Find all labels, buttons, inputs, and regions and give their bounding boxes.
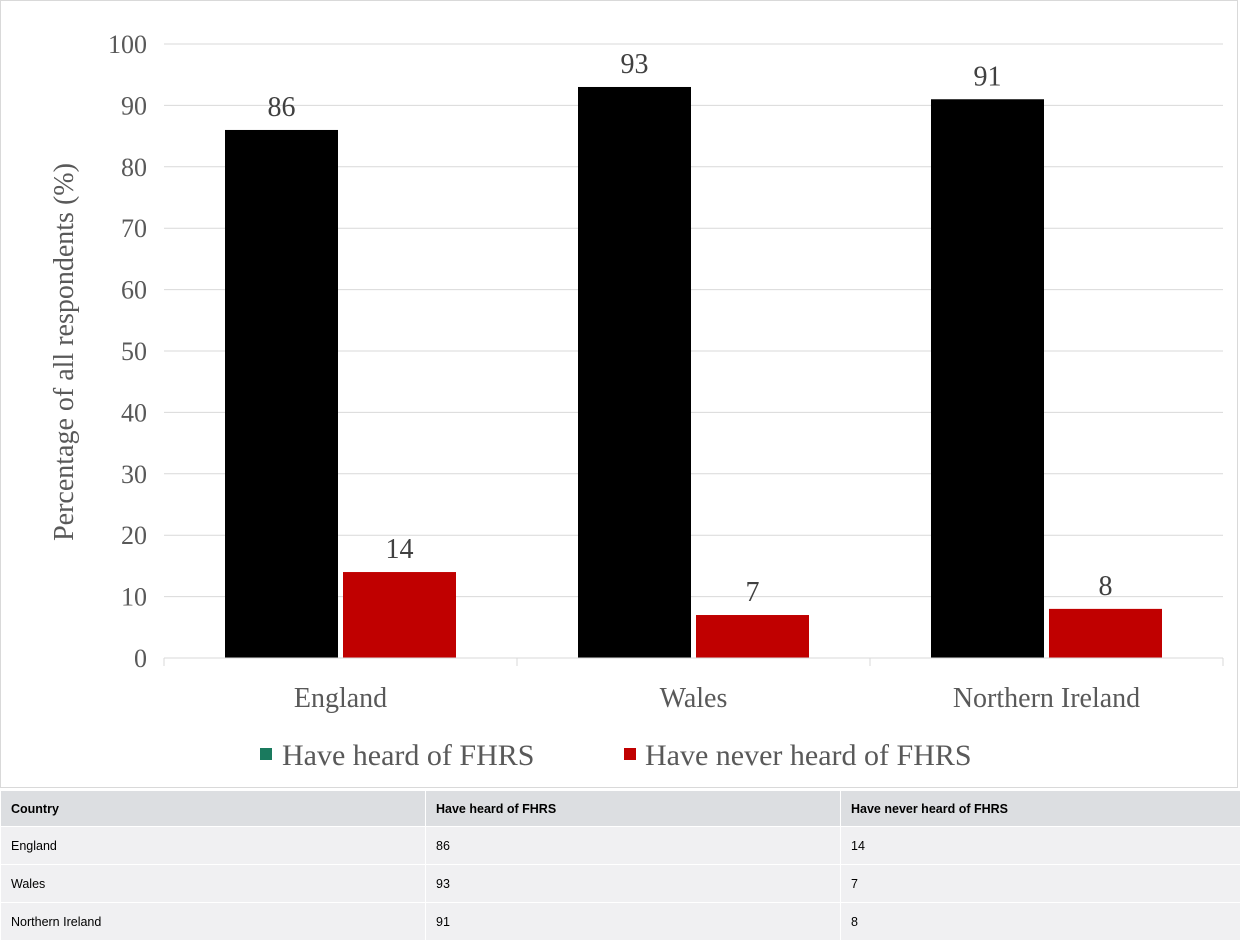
y-tick-label: 60 [121,276,147,305]
y-axis-ticks: 0 10 20 30 40 50 60 70 80 90 100 [108,30,147,673]
bar-never-heard [696,615,809,658]
bar-heard [578,86,691,659]
table-row: Wales 93 7 [0,864,1240,903]
table-cell-never-heard: 14 [840,826,1240,865]
bar-chart: 0 10 20 30 40 50 60 70 80 90 100 86 93 91 14 7 8 Englan… [49,30,1224,772]
y-tick-label: 70 [121,214,147,243]
legend-swatch [260,748,272,760]
data-table: Country Have heard of FHRS Have never he… [0,790,1240,941]
table-cell-never-heard: 8 [840,902,1240,941]
x-category-label: England [294,683,387,714]
table-cell-country: Northern Ireland [0,902,426,941]
bars [225,86,1162,659]
legend-label: Have never heard of FHRS [645,739,972,772]
table-cell-heard: 91 [425,902,841,941]
legend-swatch [624,748,636,760]
gridlines [164,43,1223,598]
x-category-label: Wales [660,683,728,714]
table-header-row: Country Have heard of FHRS Have never he… [0,790,1240,827]
x-axis: England Wales Northern Ireland [163,657,1224,714]
table-row: Northern Ireland 91 8 [0,902,1240,941]
y-tick-label: 40 [121,398,147,427]
bar-never-heard [1049,608,1162,658]
table-cell-heard: 93 [425,864,841,903]
bar-heard [931,99,1044,658]
legend-label: Have heard of FHRS [282,739,534,772]
y-tick-label: 80 [121,153,147,182]
y-tick-label: 90 [121,91,147,120]
y-axis-title: Percentage of all respondents (%) [49,163,80,541]
table-row: England 86 14 [0,826,1240,865]
bar-heard [225,129,338,658]
table-cell-country: Wales [0,864,426,903]
data-label: 86 [268,92,296,123]
table-header-never-heard: Have never heard of FHRS [840,790,1240,827]
data-label: 8 [1099,571,1113,602]
table-cell-heard: 86 [425,826,841,865]
table-cell-never-heard: 7 [840,864,1240,903]
legend: Have heard of FHRS Have never heard of FH… [260,739,972,772]
data-label: 7 [746,577,760,608]
y-tick-label: 20 [121,521,147,550]
y-tick-label: 30 [121,460,147,489]
y-tick-label: 0 [134,644,147,673]
data-label: 93 [621,49,649,80]
data-label: 91 [974,61,1002,92]
chart-frame: 0 10 20 30 40 50 60 70 80 90 100 86 93 91 14 7 8 Englan… [0,0,1238,788]
data-label: 14 [386,534,414,565]
x-category-label: Northern Ireland [953,683,1140,714]
data-labels: 86 93 91 14 7 8 [268,49,1113,608]
table-cell-country: England [0,826,426,865]
bar-never-heard [343,572,456,658]
y-tick-label: 10 [121,583,147,612]
y-tick-label: 100 [108,30,147,59]
y-tick-label: 50 [121,337,147,366]
table-header-country: Country [0,790,426,827]
table-header-heard: Have heard of FHRS [425,790,841,827]
